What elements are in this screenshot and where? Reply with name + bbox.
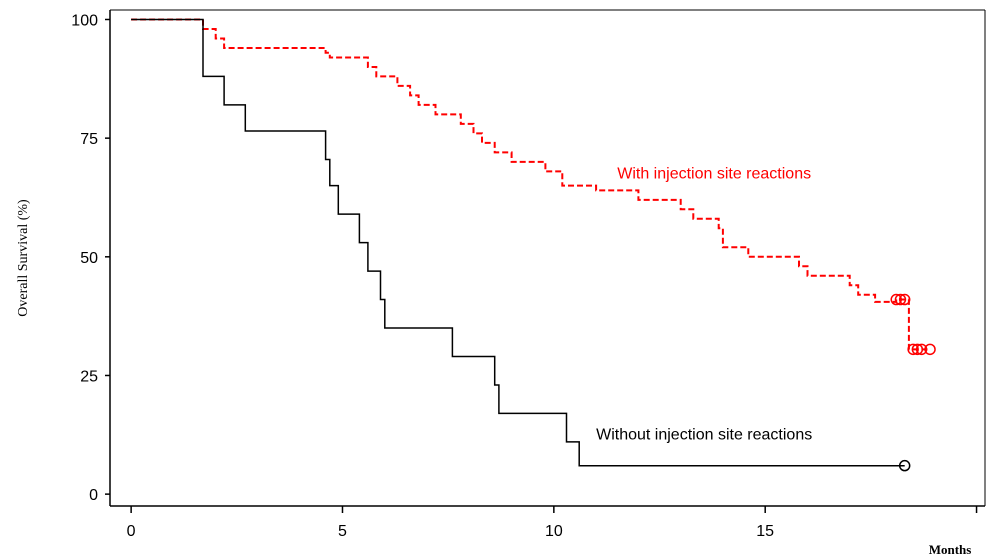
censor-marker: [890, 293, 902, 306]
censor-marker: [915, 343, 928, 356]
x-tick-label: 5: [338, 523, 347, 540]
series-layer: [131, 18, 936, 472]
y-axis-title: Overall Survival (%): [16, 199, 31, 317]
censor-marker: [924, 343, 936, 356]
x-tick-label: 0: [127, 523, 136, 540]
x-tick-label: 15: [756, 523, 774, 540]
series-line-2: [131, 18, 905, 467]
axes: Overall Survival (%) Months: [16, 9, 986, 557]
x-axis-title: Months: [929, 542, 972, 557]
censor-marker: [898, 459, 911, 472]
annotation-label: With injection site reactions: [617, 165, 811, 182]
annotation-label: Without injection site reactions: [596, 427, 812, 444]
y-tick-label: 75: [80, 131, 98, 148]
censor-marker: [907, 343, 919, 356]
censor-marker: [898, 293, 911, 306]
y-tick-label: 0: [89, 487, 98, 504]
annotations: With injection site reactions Without inj…: [596, 165, 812, 443]
censor-marker: [911, 343, 924, 356]
y-tick-label: 25: [80, 368, 98, 385]
series-line-1: [131, 18, 930, 351]
censor-marker: [894, 293, 907, 306]
y-tick-label: 100: [71, 12, 98, 29]
ticks: 0 25 50 75 100 0 5 10 15: [71, 12, 978, 540]
x-tick-label: 10: [545, 523, 563, 540]
y-tick-label: 50: [80, 250, 98, 267]
